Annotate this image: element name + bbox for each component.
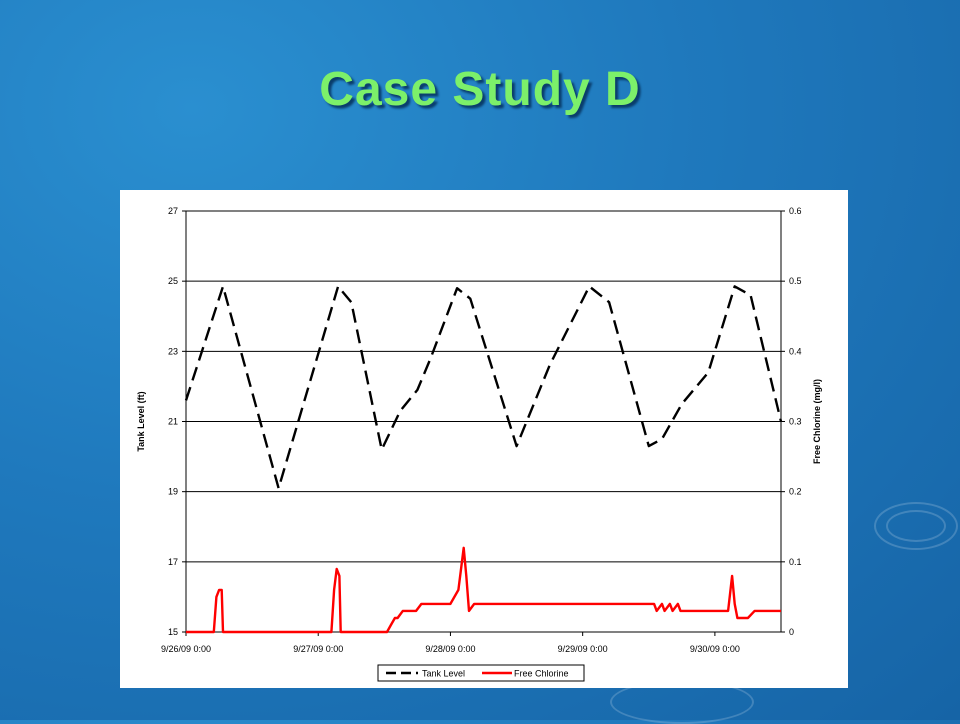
y-left-tick-label: 23 bbox=[168, 346, 178, 356]
ripple-decoration bbox=[874, 502, 958, 550]
ripple-decoration bbox=[886, 510, 946, 542]
y-right-tick-label: 0.4 bbox=[789, 346, 802, 356]
x-tick-label: 9/27/09 0:00 bbox=[293, 644, 343, 654]
y-right-axis-title: Free Chlorine (mg/l) bbox=[812, 379, 822, 464]
y-right-tick-label: 0.5 bbox=[789, 276, 802, 286]
slide-title: Case Study D bbox=[319, 63, 641, 116]
x-tick-label: 9/26/09 0:00 bbox=[161, 644, 211, 654]
y-left-tick-label: 19 bbox=[168, 487, 178, 497]
y-right-tick-label: 0.1 bbox=[789, 557, 802, 567]
y-left-tick-label: 15 bbox=[168, 627, 178, 637]
legend-label-free-chlorine: Free Chlorine bbox=[514, 669, 569, 679]
legend-label-tank-level: Tank Level bbox=[422, 669, 465, 679]
chart-panel: 15 17 19 21 23 25 27 0 0.1 0.2 0.3 0.4 0.5 0.6 9/26/09… bbox=[120, 190, 848, 688]
y-right-tick-label: 0.2 bbox=[789, 487, 802, 497]
y-left-tick-label: 25 bbox=[168, 276, 178, 286]
y-right-tick-label: 0.6 bbox=[789, 206, 802, 216]
y-left-axis-title: Tank Level (ft) bbox=[136, 391, 146, 451]
chart: 15 17 19 21 23 25 27 0 0.1 0.2 0.3 0.4 0.5 0.6 9/26/09… bbox=[136, 206, 822, 682]
y-left-tick-label: 27 bbox=[168, 206, 178, 216]
x-tick-label: 9/29/09 0:00 bbox=[558, 644, 608, 654]
legend-box bbox=[377, 664, 585, 682]
y-right-tick-label: 0.3 bbox=[789, 417, 802, 427]
x-tick-label: 9/28/09 0:00 bbox=[425, 644, 475, 654]
series-line-tank-level bbox=[184, 285, 783, 490]
x-tick-label: 9/30/09 0:00 bbox=[690, 644, 740, 654]
series-line-free-chlorine bbox=[186, 546, 781, 634]
y-right-tick-label: 0 bbox=[789, 627, 794, 637]
y-left-tick-label: 21 bbox=[168, 417, 178, 427]
y-left-tick-label: 17 bbox=[168, 557, 178, 567]
